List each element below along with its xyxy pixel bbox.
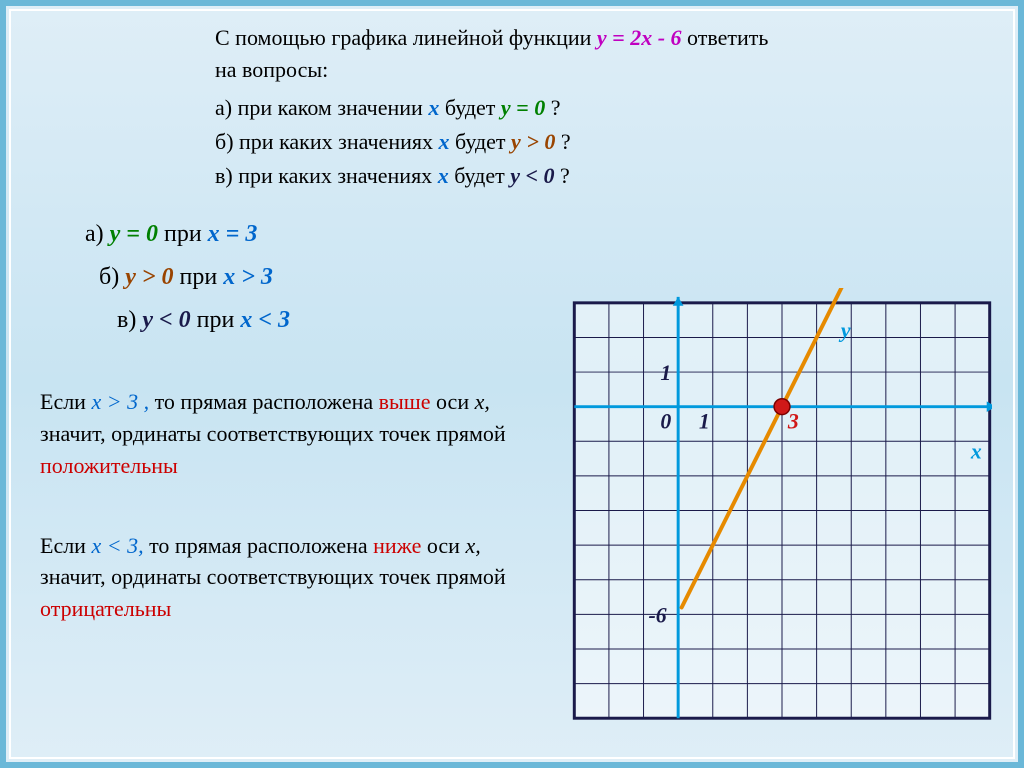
prompt-line2: на вопросы: — [215, 54, 984, 86]
questions: а) при каком значении x будет y = 0 ? б)… — [215, 92, 984, 192]
explanation-2: Если x < 3, то прямая расположена ниже о… — [40, 530, 520, 626]
prompt-block: С помощью графика линейной функции y = 2… — [215, 22, 984, 191]
slide-content: С помощью графика линейной функции y = 2… — [20, 20, 1004, 748]
explanation-1: Если x > 3 , то прямая расположена выше … — [40, 386, 520, 482]
svg-text:1: 1 — [660, 361, 671, 385]
svg-text:1: 1 — [699, 409, 710, 433]
question-b: б) при каких значениях x будет y > 0 ? — [215, 126, 984, 158]
prompt-line1: С помощью графика линейной функции y = 2… — [215, 22, 984, 54]
svg-text:x: x — [970, 440, 982, 464]
svg-text:0: 0 — [660, 409, 671, 433]
svg-text:3: 3 — [787, 409, 799, 433]
answer-a: а) y = 0 при x = 3 — [85, 217, 1004, 252]
question-v: в) при каких значениях x будет y < 0 ? — [215, 160, 984, 192]
question-a: а) при каком значении x будет y = 0 ? — [215, 92, 984, 124]
svg-text:-6: -6 — [648, 603, 666, 627]
linear-function-graph: yx0113-6 — [572, 288, 992, 738]
